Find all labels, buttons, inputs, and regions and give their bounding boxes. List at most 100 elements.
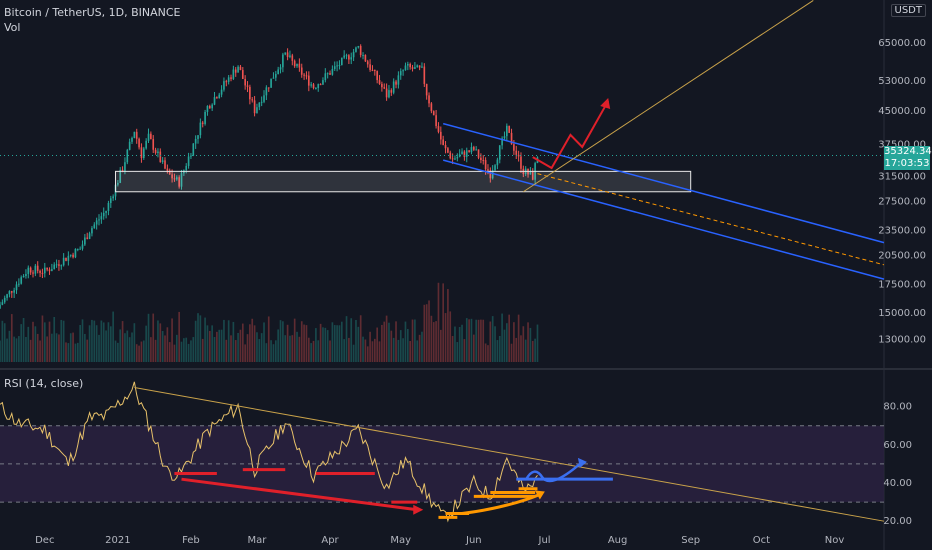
candle-body	[395, 81, 397, 85]
volume-bar	[395, 321, 397, 362]
volume-bar	[506, 323, 508, 362]
candle-body	[3, 297, 6, 303]
volume-bar	[147, 313, 150, 362]
candle-body	[220, 89, 223, 95]
volume-bar	[65, 342, 67, 362]
candle-body	[435, 115, 437, 127]
candle-body	[390, 90, 393, 93]
candle-body	[178, 177, 180, 187]
volume-bar	[95, 325, 98, 362]
price-tick-label: 13000.00	[878, 334, 926, 345]
candle-body	[270, 78, 272, 88]
time-tick-label: Nov	[825, 535, 845, 546]
candle-body	[86, 237, 89, 239]
candle-body	[234, 69, 237, 73]
volume-bar	[350, 318, 353, 362]
candle-body	[126, 149, 129, 163]
volume-bar	[131, 332, 133, 362]
volume-bar	[192, 337, 195, 362]
volume-bar	[307, 337, 310, 362]
volume-bar	[496, 340, 499, 362]
volume-bars	[0, 282, 539, 362]
candle-body	[1, 302, 4, 305]
candle-body	[74, 248, 77, 258]
rsi-blue-wave-arrow	[525, 462, 581, 483]
candle-body	[432, 111, 435, 116]
candle-body	[253, 100, 256, 114]
volume-bar	[114, 340, 117, 362]
candle-body	[119, 169, 122, 183]
candle-body	[185, 165, 188, 171]
candle-body	[192, 143, 195, 156]
volume-bar	[517, 314, 520, 362]
candle-body	[472, 147, 475, 150]
candle-body	[315, 87, 317, 89]
volume-bar	[1, 320, 4, 362]
volume-bar	[277, 329, 279, 362]
volume-bar	[218, 329, 221, 362]
volume-bar	[107, 322, 110, 362]
candle-body	[274, 73, 277, 78]
candle-body	[34, 265, 37, 274]
candle-body	[157, 151, 159, 153]
volume-bar	[378, 341, 381, 362]
rsi-tick-label: 60.00	[883, 440, 912, 451]
volume-bar	[119, 329, 122, 362]
candle-body	[22, 276, 25, 278]
volume-bar	[10, 314, 13, 362]
candle-body	[329, 73, 331, 75]
rsi-pane	[0, 381, 885, 523]
candle-body	[515, 150, 518, 155]
candle-body	[152, 139, 155, 150]
volume-bar	[463, 339, 466, 362]
volume-bar	[258, 339, 261, 362]
volume-bar	[331, 322, 334, 362]
candle-body	[300, 67, 303, 75]
volume-bar	[451, 336, 454, 362]
candle-body	[345, 55, 348, 57]
volume-bar	[175, 334, 178, 362]
volume-bar	[421, 331, 423, 362]
candle-body	[265, 87, 268, 96]
volume-bar	[423, 304, 426, 362]
volume-bar	[359, 315, 362, 362]
candle-body	[84, 237, 86, 245]
volume-bar	[121, 321, 124, 362]
candle-body	[392, 81, 395, 93]
candle-body	[25, 274, 27, 277]
volume-label: Vol	[4, 21, 21, 34]
volume-bar	[230, 335, 232, 362]
volume-bar	[201, 338, 204, 362]
candle-body	[41, 272, 44, 274]
volume-bar	[289, 335, 291, 362]
candle-body	[506, 125, 508, 137]
candle-body	[208, 105, 211, 109]
candle-body	[13, 290, 15, 293]
volume-bar	[117, 342, 119, 362]
candle-body	[359, 45, 362, 56]
volume-bar	[468, 319, 470, 362]
candle-body	[307, 75, 310, 86]
volume-bar	[527, 322, 529, 362]
volume-bar	[25, 336, 27, 362]
volume-bar	[279, 320, 282, 362]
currency-badge[interactable]: USDT	[890, 4, 926, 17]
candle-body	[482, 160, 485, 162]
volume-bar	[284, 335, 287, 362]
time-tick-label: Jul	[538, 535, 551, 546]
volume-bar	[482, 319, 485, 362]
volume-bar	[371, 341, 374, 362]
candle-body	[418, 65, 421, 68]
candle-body	[140, 147, 143, 159]
volume-bar	[510, 343, 513, 362]
candle-body	[138, 138, 140, 148]
candle-body	[284, 52, 287, 55]
time-tick-label: Mar	[248, 535, 268, 546]
candle-body	[498, 145, 501, 160]
candle-body	[105, 211, 107, 213]
price-tick-label: 53000.00	[878, 76, 926, 87]
candle-body	[454, 158, 456, 160]
axes: 65000.00 53000.00 45000.00 37500.00 31500.00…	[35, 38, 926, 546]
volume-bar	[409, 340, 412, 362]
